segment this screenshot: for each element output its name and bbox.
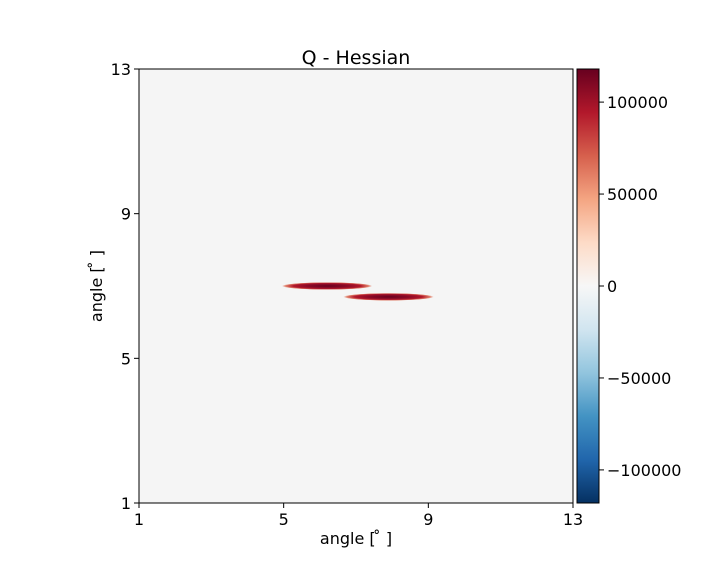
x-tick-label: 1 — [134, 510, 144, 529]
heatmap-features — [281, 282, 434, 301]
colorbar-tick-label: 0 — [607, 277, 617, 296]
y-tick-label: 13 — [111, 60, 131, 79]
chart-title: Q - Hessian — [302, 47, 411, 69]
colorbar-tick-label: 100000 — [607, 93, 668, 112]
x-tick-label: 9 — [423, 510, 433, 529]
colorbar — [576, 68, 600, 504]
y-axis: 1 5 9 13 — [111, 60, 139, 513]
x-axis: 1 5 9 13 — [134, 503, 583, 529]
x-axis-label: angle [ ̊ ] — [320, 529, 392, 548]
heatmap-feature — [343, 293, 434, 301]
x-tick-label: 5 — [279, 510, 289, 529]
colorbar-tick-label: 50000 — [607, 185, 658, 204]
colorbar-tick-label: −100000 — [607, 461, 681, 480]
colorbar-tick-label: −50000 — [607, 369, 671, 388]
y-tick-label: 5 — [121, 349, 131, 368]
colorbar-axis: 100000 50000 0 −50000 −100000 — [599, 93, 681, 480]
y-tick-label: 1 — [121, 494, 131, 513]
heatmap-feature — [281, 282, 373, 290]
y-axis-label: angle [ ̊ ] — [87, 250, 106, 322]
y-tick-label: 9 — [121, 205, 131, 224]
x-tick-label: 13 — [563, 510, 583, 529]
plot-frame — [138, 68, 574, 504]
